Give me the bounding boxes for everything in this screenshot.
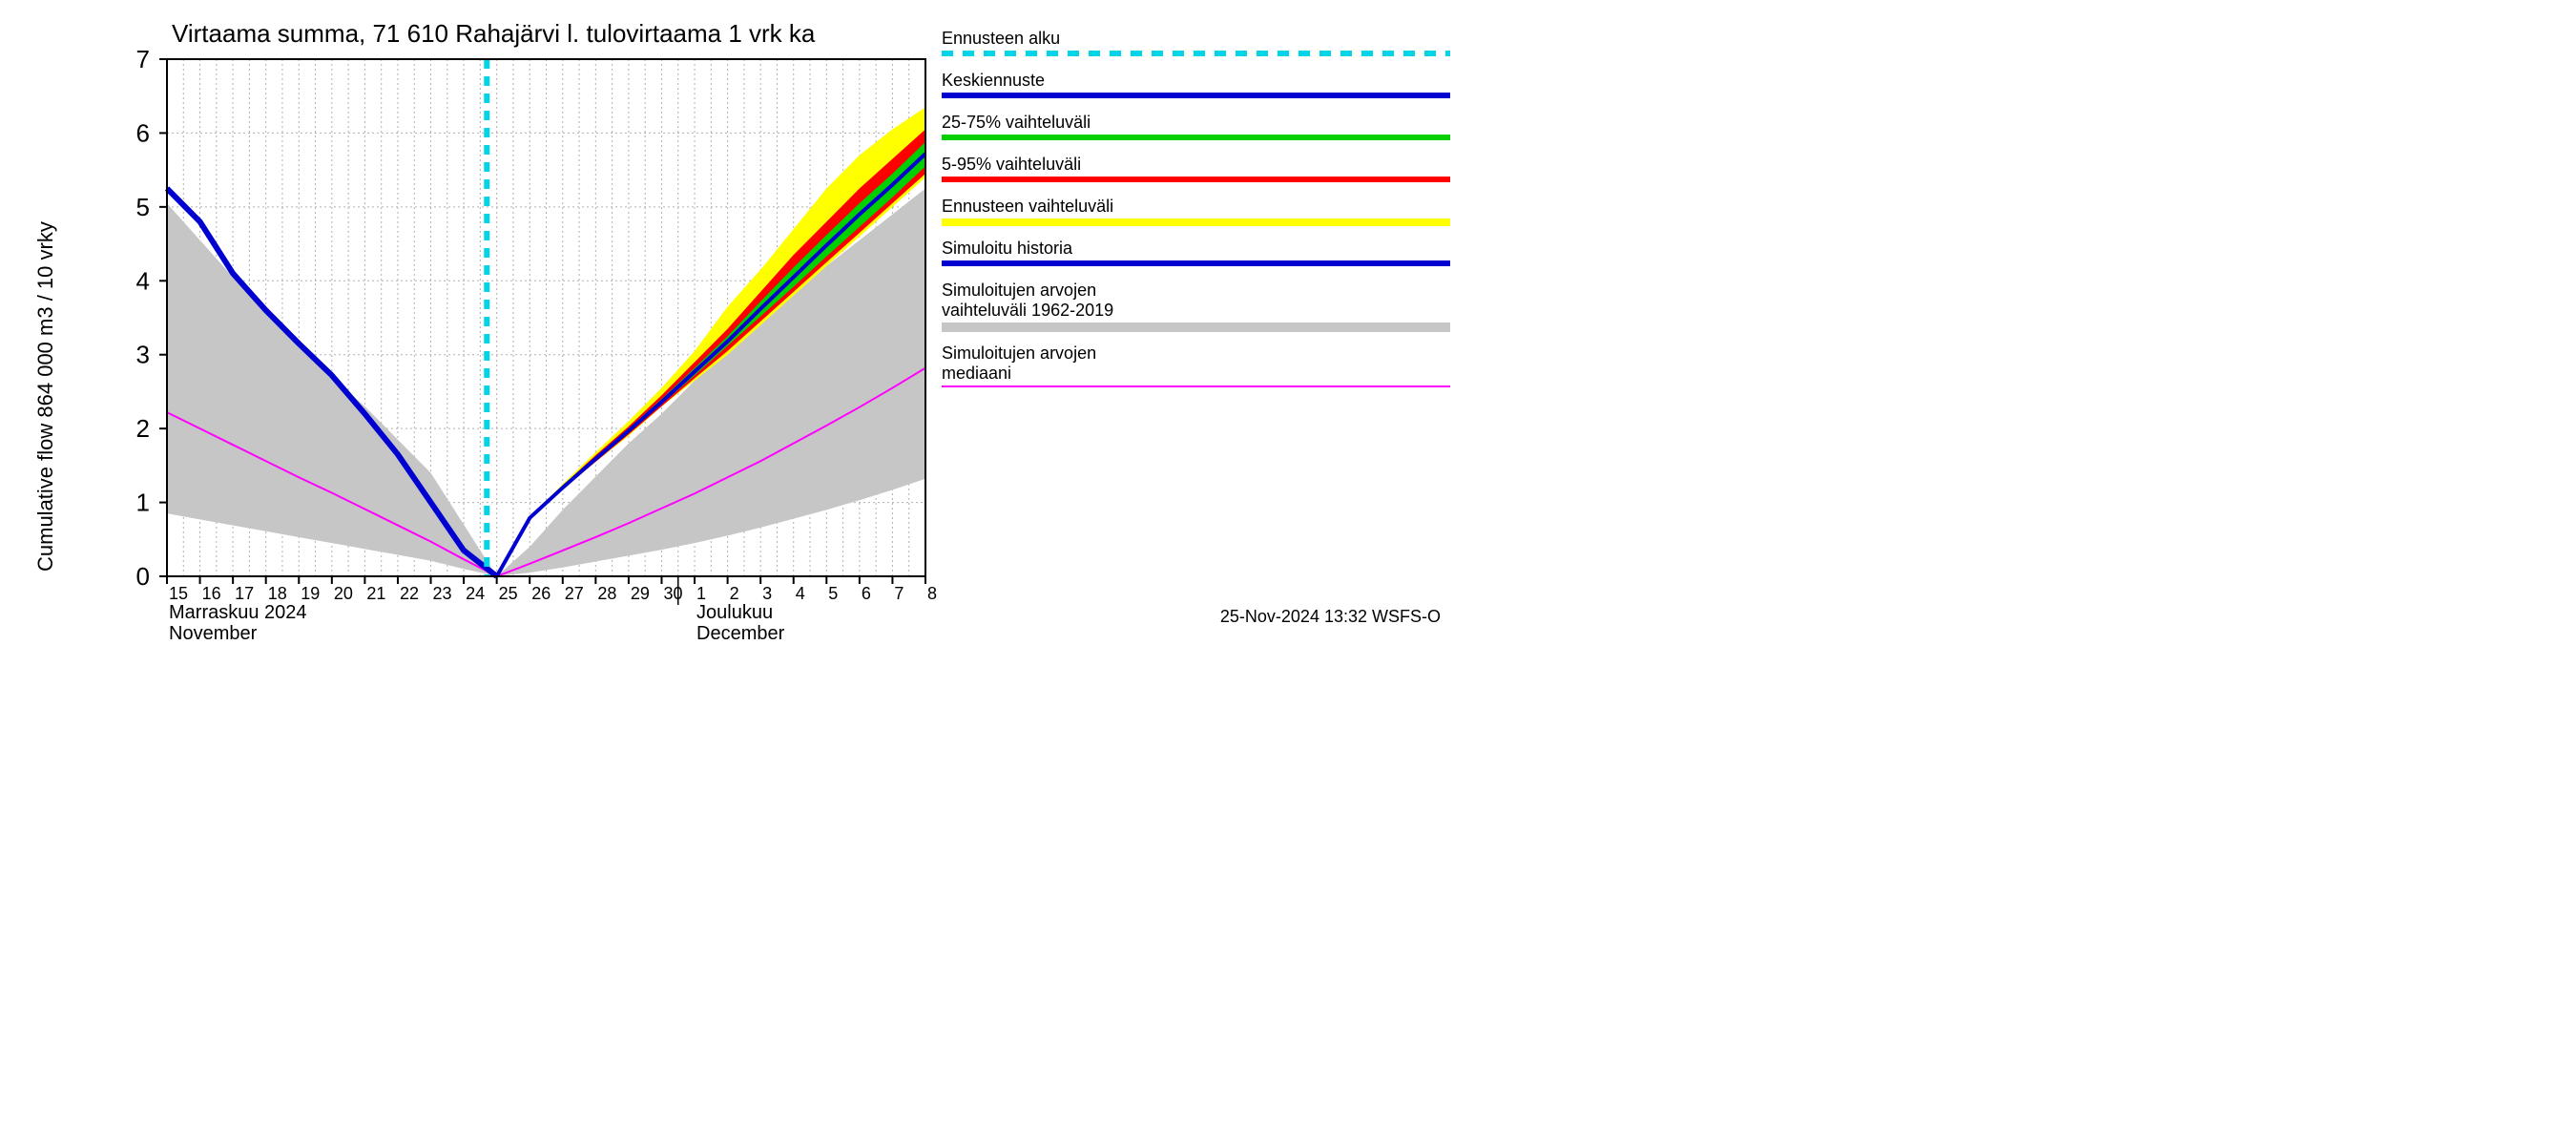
legend-item: Simuloitujen arvojen vaihteluväli 1962-2… (942, 281, 1450, 332)
svg-text:25: 25 (499, 584, 518, 603)
svg-text:2: 2 (136, 414, 150, 443)
svg-text:22: 22 (400, 584, 419, 603)
svg-text:0: 0 (136, 562, 150, 591)
legend-item: 5-95% vaihteluväli (942, 155, 1450, 182)
svg-text:5: 5 (828, 584, 838, 603)
svg-text:3: 3 (136, 341, 150, 369)
svg-text:15: 15 (169, 584, 188, 603)
legend-swatch (942, 323, 1450, 332)
legend-item: Ennusteen alku (942, 29, 1450, 56)
svg-text:17: 17 (235, 584, 254, 603)
svg-text:7: 7 (894, 584, 904, 603)
legend-label: Simuloitujen arvojen vaihteluväli 1962-2… (942, 281, 1171, 321)
svg-text:December: December (696, 623, 785, 644)
svg-text:24: 24 (466, 584, 485, 603)
svg-text:23: 23 (433, 584, 452, 603)
svg-text:20: 20 (334, 584, 353, 603)
svg-text:28: 28 (597, 584, 616, 603)
legend-label: Simuloitujen arvojen mediaani (942, 344, 1171, 384)
legend-swatch (942, 385, 1450, 387)
legend-label: 25-75% vaihteluväli (942, 113, 1171, 133)
legend-swatch (942, 260, 1450, 266)
svg-text:6: 6 (862, 584, 871, 603)
svg-text:2: 2 (730, 584, 739, 603)
svg-text:26: 26 (531, 584, 551, 603)
legend-item: 25-75% vaihteluväli (942, 113, 1450, 140)
legend-swatch (942, 135, 1450, 140)
legend-label: Ennusteen alku (942, 29, 1171, 49)
legend-item: Simuloitu historia (942, 239, 1450, 266)
svg-text:27: 27 (565, 584, 584, 603)
svg-text:16: 16 (202, 584, 221, 603)
legend-swatch (942, 219, 1450, 226)
svg-text:November: November (169, 623, 258, 644)
legend-item: Keskiennuste (942, 71, 1450, 98)
svg-text:29: 29 (631, 584, 650, 603)
svg-text:6: 6 (136, 118, 150, 147)
svg-text:4: 4 (796, 584, 805, 603)
svg-text:1: 1 (136, 489, 150, 517)
legend-swatch (942, 177, 1450, 182)
svg-text:19: 19 (301, 584, 320, 603)
legend-label: 5-95% vaihteluväli (942, 155, 1171, 175)
legend-swatch (942, 93, 1450, 98)
svg-text:Joulukuu: Joulukuu (696, 602, 773, 623)
legend-item: Ennusteen vaihteluväli (942, 197, 1450, 226)
svg-text:Marraskuu 2024: Marraskuu 2024 (169, 602, 307, 623)
svg-text:18: 18 (268, 584, 287, 603)
legend-label: Simuloitu historia (942, 239, 1171, 259)
chart-container: 0123456715161718192021222324252627282930… (0, 0, 1450, 644)
legend-item: Simuloitujen arvojen mediaani (942, 344, 1450, 387)
svg-text:4: 4 (136, 266, 150, 295)
svg-text:5: 5 (136, 193, 150, 221)
svg-text:21: 21 (366, 584, 385, 603)
legend-label: Ennusteen vaihteluväli (942, 197, 1171, 217)
legend-swatch (942, 51, 1450, 56)
timestamp: 25-Nov-2024 13:32 WSFS-O (1220, 607, 1441, 627)
svg-text:30: 30 (663, 584, 682, 603)
svg-text:Cumulative flow 864 000 m3: Cumulative flow 864 000 m3 / 10 vrky (33, 221, 57, 572)
legend-label: Keskiennuste (942, 71, 1171, 91)
svg-text:8: 8 (927, 584, 937, 603)
svg-text:7: 7 (136, 45, 150, 73)
svg-text:Virtaama summa, 71 610 Rahajär: Virtaama summa, 71 610 Rahajärvi l. tulo… (172, 19, 816, 48)
svg-text:1: 1 (696, 584, 706, 603)
svg-text:3: 3 (762, 584, 772, 603)
